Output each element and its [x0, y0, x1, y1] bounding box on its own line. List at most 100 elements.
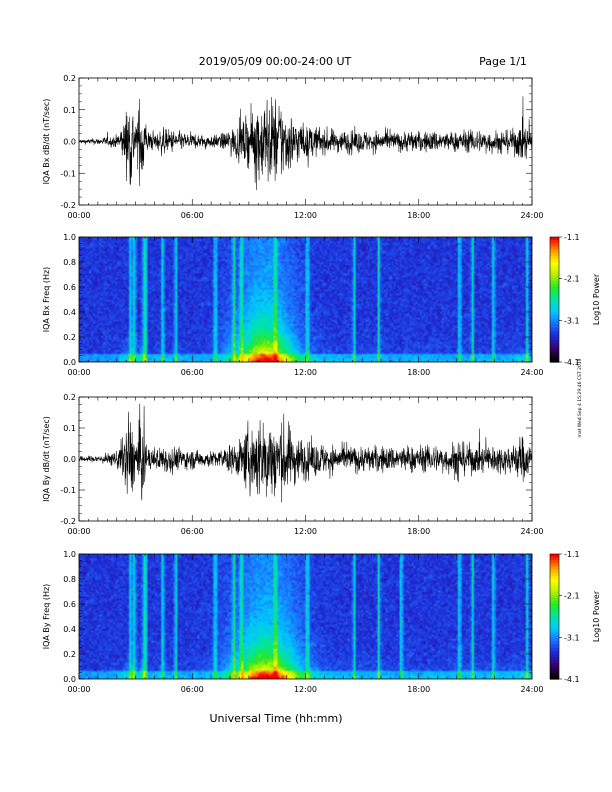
colorbar-tick-label: -1.1 [564, 550, 580, 559]
colorbar-swatch [550, 613, 559, 618]
colorbar-tick-label: -4.1 [564, 358, 580, 367]
colorbar-swatch [550, 597, 559, 602]
x-tick-label: 18:00 [407, 211, 430, 220]
panel-1-spectrogram: 00:00 06:00 12:00 18:00 24:00 1.0 0.8 0.6 0.4 0.2… [42, 233, 601, 377]
colorbar-swatch [550, 657, 559, 661]
colorbar-swatch [550, 268, 559, 272]
y-tick-label: 0.0 [63, 455, 76, 464]
y-tick-label: 0.8 [63, 575, 76, 584]
colorbar-swatch [550, 604, 559, 608]
colorbar-swatch [550, 312, 559, 316]
colorbar-swatch [550, 588, 559, 593]
colorbar-swatch [550, 252, 559, 257]
colorbar-swatch [550, 265, 559, 269]
colorbar-swatch [550, 330, 559, 335]
colorbar-swatch [550, 672, 559, 677]
x-tick-label: 06:00 [181, 368, 204, 377]
colorbar-swatch [550, 641, 559, 646]
x-tick-label: 24:00 [520, 527, 543, 536]
colorbar-swatch [550, 572, 559, 577]
colorbar-swatch [550, 644, 559, 649]
y-tick-label: 0.1 [63, 106, 76, 115]
colorbar-swatch [550, 669, 559, 674]
colorbar-tick-label: -3.1 [564, 316, 580, 325]
y-tick-label: 0.6 [63, 283, 76, 292]
y-axis-label: IQA By dB/dt (nT/sec) [42, 416, 51, 502]
colorbar-swatch [550, 249, 559, 254]
x-tick-label: 00:00 [67, 527, 90, 536]
colorbar-label: Log10 Power [592, 590, 601, 642]
colorbar-swatch [550, 632, 559, 636]
colorbar-swatch [550, 622, 559, 627]
colorbar-swatch [550, 237, 559, 241]
colorbar-swatch [550, 327, 559, 332]
x-tick-label: 18:00 [407, 685, 430, 694]
x-tick-label: 12:00 [294, 368, 317, 377]
x-tick-label: 00:00 [67, 211, 90, 220]
colorbar-swatch [550, 246, 559, 251]
colorbar-swatch [550, 262, 559, 266]
y-tick-label: -0.2 [60, 201, 76, 210]
colorbar-tick-label: -2.1 [564, 275, 580, 284]
colorbar-swatch [550, 579, 559, 583]
colorbar-swatch [550, 302, 559, 307]
x-tick-label: 12:00 [294, 685, 317, 694]
x-tick-label: 00:00 [67, 685, 90, 694]
colorbar-swatch [550, 566, 559, 571]
colorbar-swatch [550, 240, 559, 244]
colorbar-swatch [550, 315, 559, 319]
spectrogram-image [79, 237, 532, 362]
y-tick-label: 0.2 [63, 393, 76, 402]
colorbar-swatch [550, 663, 559, 668]
colorbar-swatch [550, 616, 559, 621]
y-tick-label: 0.2 [63, 650, 76, 659]
colorbar-swatch [550, 299, 559, 304]
colorbar-swatch [550, 293, 559, 297]
colorbar: -1.1 -2.1 -3.1 -4.1 Log10 Power [549, 550, 601, 684]
colorbar-label: Log10 Power [592, 273, 601, 325]
colorbar-frame [549, 236, 560, 363]
x-tick-label: 06:00 [181, 211, 204, 220]
y-tick-label: 0.4 [63, 308, 76, 317]
colorbar-swatch [550, 308, 559, 313]
colorbar-swatch [550, 600, 559, 605]
x-tick-label: 12:00 [294, 211, 317, 220]
colorbar-swatch [550, 619, 559, 624]
colorbar-swatch [550, 274, 559, 279]
x-tick-label: 06:00 [181, 527, 204, 536]
x-axis-label: Universal Time (hh:mm) [210, 712, 343, 725]
y-tick-label: 0.8 [63, 258, 76, 267]
x-tick-label: 24:00 [520, 211, 543, 220]
colorbar-swatch [550, 591, 559, 596]
y-tick-label: 0.2 [63, 333, 76, 342]
panels: 00:00 06:00 12:00 18:00 24:00 0.2 0.1 0.0 -0.1 -0… [42, 74, 601, 694]
colorbar: -1.1 -2.1 -3.1 -4.1 Log10 Power [549, 233, 601, 367]
colorbar-swatch [550, 358, 559, 363]
colorbar-swatch [550, 575, 559, 580]
panel-0-timeseries: 00:00 06:00 12:00 18:00 24:00 0.2 0.1 0.0 -0.1 -0… [42, 74, 544, 220]
panel-2-timeseries: 00:00 06:00 12:00 18:00 24:00 0.2 0.1 0.0 -0.1 -0… [42, 393, 544, 536]
y-tick-label: 1.0 [63, 550, 76, 559]
y-tick-label: 0.2 [63, 74, 76, 83]
colorbar-swatch [550, 647, 559, 652]
x-tick-label: 18:00 [407, 368, 430, 377]
colorbar-tick-label: -4.1 [564, 675, 580, 684]
colorbar-swatch [550, 346, 559, 351]
colorbar-tick-label: -1.1 [564, 233, 580, 242]
y-axis-label: IQA By Freq (Hz) [42, 584, 51, 650]
y-tick-label: -0.1 [60, 169, 76, 178]
colorbar-swatch [550, 654, 559, 658]
colorbar-swatch [550, 343, 559, 347]
y-tick-label: -0.2 [60, 517, 76, 526]
colorbar-swatch [550, 255, 559, 260]
plot-title: 2019/05/09 00:00-24:00 UT [199, 55, 352, 68]
y-tick-label: 0.0 [63, 138, 76, 147]
colorbar-frame [549, 553, 560, 680]
colorbar-swatch [550, 560, 559, 564]
colorbar-tick-label: -2.1 [564, 592, 580, 601]
y-tick-label: 1.0 [63, 233, 76, 242]
colorbar-swatch [550, 305, 559, 310]
x-tick-label: 18:00 [407, 527, 430, 536]
colorbar-swatch [550, 563, 559, 568]
